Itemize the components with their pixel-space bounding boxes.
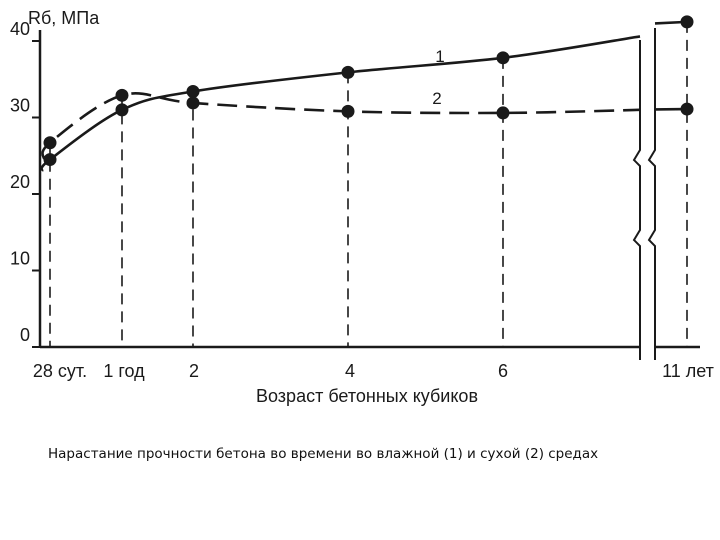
series-1-point [496,51,510,65]
x-tick-label: 4 [345,361,355,381]
y-tick-label: 20 [10,172,30,192]
y-tick-label: 30 [10,96,30,116]
x-tick-label: 1 год [103,361,145,381]
x-axis-title: Возраст бетонных кубиков [256,386,478,406]
series-1-point [43,153,57,167]
series-2-line [41,92,641,161]
series-1-point [680,15,694,29]
y-tick-label: 10 [10,249,30,269]
y-axis-title: Rб, МПа [28,8,100,28]
x-tick-label: 11 лет [662,361,714,381]
figure-caption: Нарастание прочности бетона во времени в… [48,446,599,462]
x-tick-label: 28 сут. [33,361,87,381]
series-2-point [496,106,510,120]
series-1-point [341,65,355,79]
series-1-point [186,84,200,98]
series-2-point [680,102,694,116]
axis-break-right [647,28,656,360]
x-tick-label: 6 [498,361,508,381]
series-2-point [341,104,355,118]
series-2-point [43,136,57,150]
series-2-point [115,88,129,102]
y-tick-label: 40 [10,19,30,39]
x-tick-label: 2 [189,361,199,381]
series-1-line [40,35,641,172]
series-1-point [115,103,129,117]
series-2-point [186,96,200,110]
curve-label-2: 2 [432,89,441,108]
curve-label-1: 1 [435,47,444,66]
axis-break-left [632,40,641,360]
y-tick-label: 0 [20,325,30,345]
